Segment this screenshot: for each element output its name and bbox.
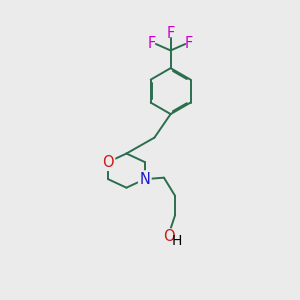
Text: F: F bbox=[185, 37, 193, 52]
Text: O: O bbox=[164, 229, 175, 244]
Text: O: O bbox=[102, 154, 114, 169]
Text: N: N bbox=[140, 172, 150, 187]
Text: H: H bbox=[172, 234, 182, 248]
Text: F: F bbox=[167, 26, 175, 41]
Text: F: F bbox=[148, 37, 156, 52]
